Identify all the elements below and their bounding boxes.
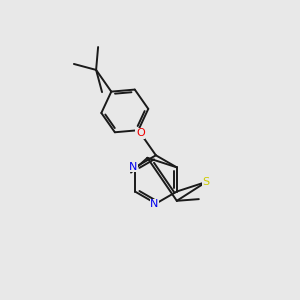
Text: O: O bbox=[136, 128, 145, 138]
Text: N: N bbox=[150, 199, 159, 209]
Text: N: N bbox=[129, 162, 138, 172]
Text: S: S bbox=[202, 177, 210, 187]
